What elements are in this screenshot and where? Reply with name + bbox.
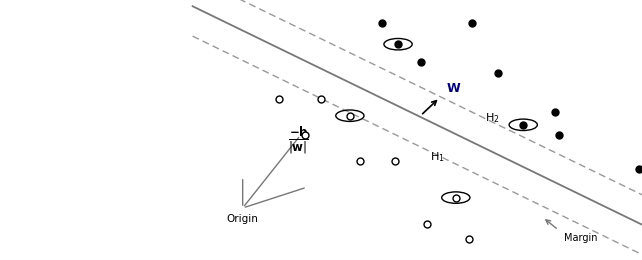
Text: W: W bbox=[446, 82, 460, 95]
Text: Margin: Margin bbox=[564, 233, 597, 243]
Text: $\mathbf{-b}$
$\overline{|\mathbf{w}|}$: $\mathbf{-b}$ $\overline{|\mathbf{w}|}$ bbox=[288, 125, 309, 156]
Text: H$_2$: H$_2$ bbox=[485, 111, 499, 125]
Text: Origin: Origin bbox=[227, 214, 259, 224]
Text: H$_1$: H$_1$ bbox=[430, 150, 445, 164]
